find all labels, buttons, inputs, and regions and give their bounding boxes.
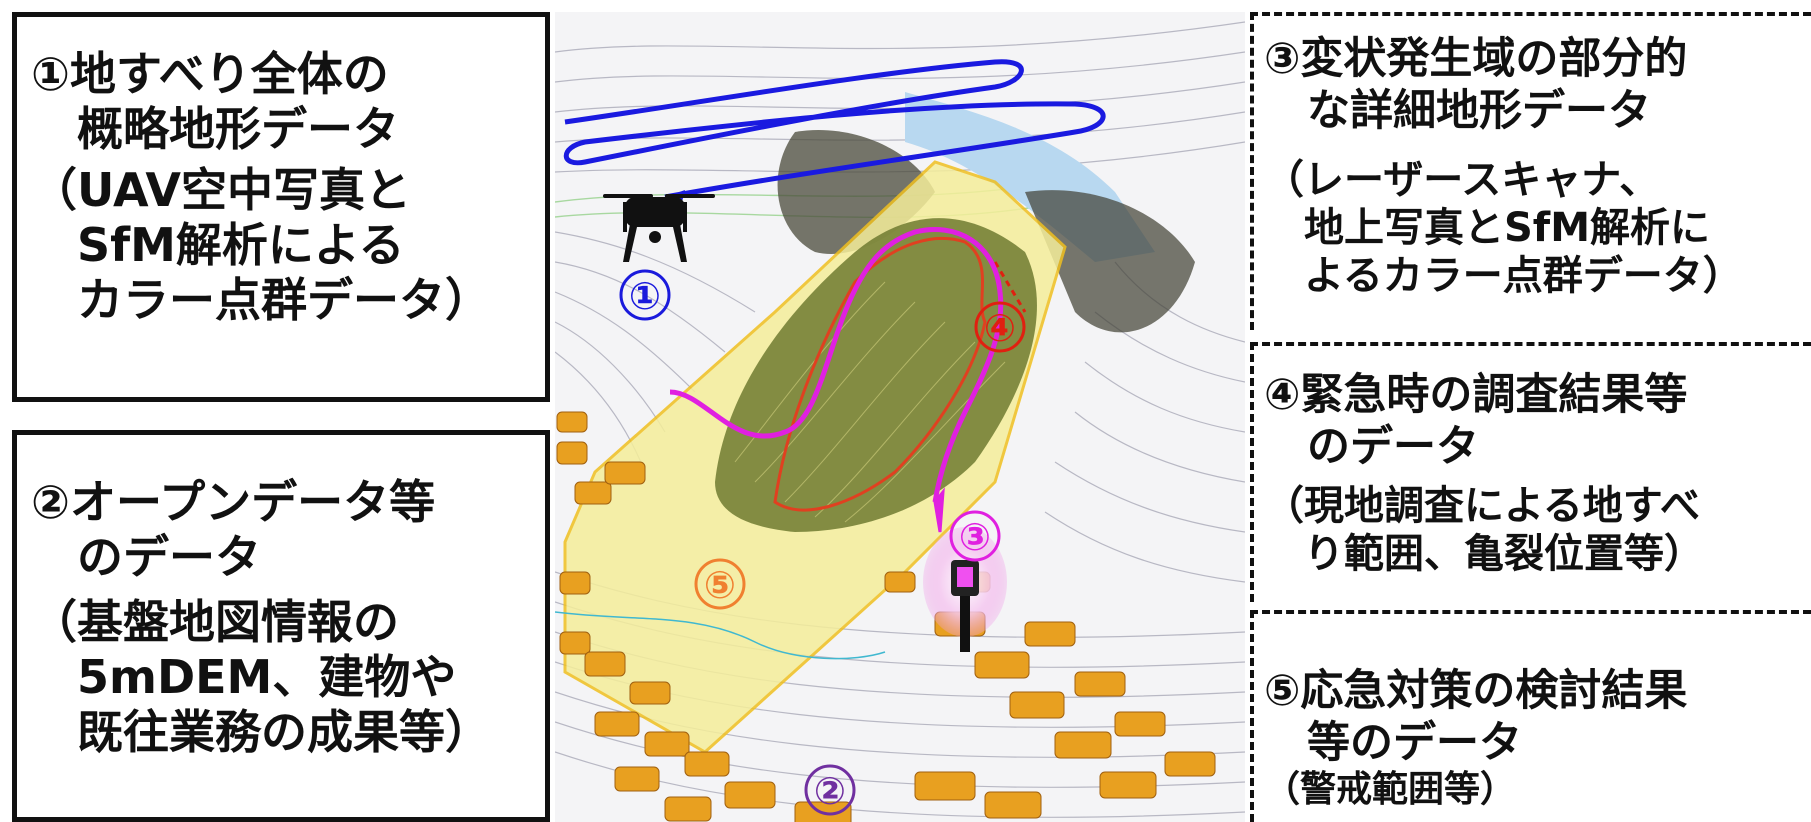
box3-sub: （レーザースキャナ、 地上写真とSfM解析に よるカラー点群データ） [1264, 157, 1743, 299]
box4-heading: ④緊急時の調査結果等 のデータ [1264, 370, 1688, 472]
legend-box-2: ②オープンデータ等 のデータ （基盤地図情報の 5mDEM、建物や 既往業務の成… [12, 430, 550, 822]
landslide-boundary [773, 236, 987, 512]
map-marker-5: ⑤ [694, 558, 746, 610]
marker-1-label: ① [629, 274, 661, 318]
legend-box-1: ①地すべり全体の 概略地形データ （UAV空中写真と SfM解析による カラー点… [12, 12, 550, 402]
right-legend-panel: ③変状発生域の部分的 な詳細地形データ （レーザースキャナ、 地上写真とSfM解… [1250, 0, 1811, 822]
box2-sub: （基盤地図情報の 5mDEM、建物や 既往業務の成果等） [31, 595, 491, 760]
uav-flight-path [563, 59, 1106, 200]
legend-box-3: ③変状発生域の部分的 な詳細地形データ （レーザースキャナ、 地上写真とSfM解… [1250, 12, 1811, 330]
box1-sub: （UAV空中写真と SfM解析による カラー点群データ） [31, 163, 491, 328]
box2-heading: ②オープンデータ等 のデータ [31, 475, 436, 585]
survey-route [669, 227, 1004, 503]
box5-heading: ⑤応急対策の検討結果 等のデータ [1264, 666, 1688, 768]
marker-5-label: ⑤ [704, 563, 736, 607]
laser-scanner-icon [951, 560, 979, 652]
crack-line [993, 261, 1027, 313]
box3-heading: ③変状発生域の部分的 な詳細地形データ [1264, 34, 1688, 136]
box1-heading: ①地すべり全体の 概略地形データ [31, 47, 399, 157]
marker-2-label: ② [814, 769, 846, 813]
legend-box-4: ④緊急時の調査結果等 のデータ （現地調査による地すべ り範囲、亀裂位置等） [1250, 342, 1811, 602]
map-marker-1: ① [619, 269, 671, 321]
landslide-map-illustration: ① ② ③ ④ ⑤ [555, 12, 1245, 822]
box4-sub: （現地調査による地すべ り範囲、亀裂位置等） [1264, 483, 1704, 577]
drone-icon [603, 194, 715, 262]
vegetation-point-cloud [715, 218, 1037, 532]
legend-box-5: ⑤応急対策の検討結果 等のデータ （警戒範囲等） [1250, 610, 1811, 822]
map-marker-3: ③ [949, 510, 1001, 562]
marker-3-label: ③ [959, 515, 991, 559]
vegetation-contours [734, 281, 1006, 523]
map-marker-2: ② [804, 764, 856, 816]
survey-route-arrowhead [933, 487, 945, 533]
road-line [555, 611, 886, 660]
marker-4-label: ④ [984, 306, 1016, 350]
map-marker-4: ④ [974, 301, 1026, 353]
box5-sub: （警戒範囲等） [1264, 769, 1517, 810]
forest-area-right [1025, 190, 1195, 333]
